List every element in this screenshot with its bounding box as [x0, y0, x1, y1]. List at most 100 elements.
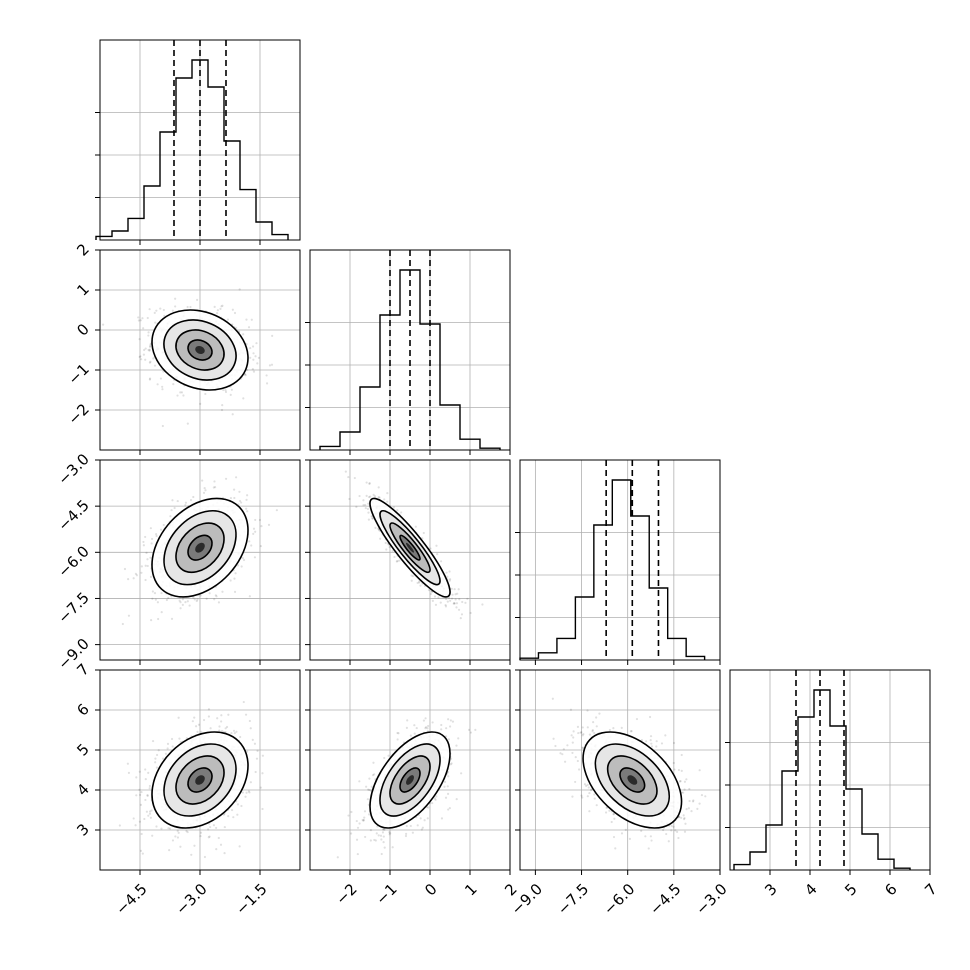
sample-point [371, 517, 374, 520]
panel-3-2 [515, 669, 721, 875]
sample-point [566, 744, 569, 747]
sample-point [372, 761, 375, 764]
sample-point [161, 757, 165, 760]
sample-point [244, 374, 247, 377]
sample-point [664, 734, 667, 737]
sample-point [257, 356, 261, 359]
sample-point [344, 470, 347, 473]
sample-point [144, 535, 147, 539]
sample-point [234, 572, 237, 575]
sample-point [161, 385, 164, 388]
sample-point [581, 746, 584, 749]
sample-point [249, 727, 252, 730]
density-2-0 [121, 476, 278, 626]
sample-point [154, 598, 157, 601]
panel-2-2 [515, 459, 721, 665]
sample-point [455, 744, 458, 747]
sample-point [155, 309, 158, 312]
sample-point [423, 819, 426, 822]
sample-point [455, 798, 458, 801]
sample-point [453, 588, 456, 591]
sample-point [372, 493, 375, 496]
sample-point [559, 752, 562, 755]
sample-point [144, 358, 147, 361]
sample-point [134, 572, 137, 575]
sample-point [151, 739, 155, 743]
sample-point [370, 785, 373, 788]
sample-point [238, 499, 242, 503]
sample-point [170, 509, 173, 512]
sample-point [431, 801, 434, 805]
sample-point [386, 492, 389, 495]
sample-point [258, 518, 262, 522]
sample-point [682, 818, 686, 821]
sample-point [381, 828, 385, 831]
sample-point [179, 845, 182, 848]
sample-point [166, 747, 169, 750]
sample-point [443, 780, 447, 783]
sample-point [682, 814, 685, 817]
sample-point [144, 564, 147, 567]
sample-point [386, 500, 389, 503]
sample-point [350, 832, 353, 835]
sample-point [229, 579, 232, 582]
sample-point [358, 780, 361, 783]
sample-point [245, 507, 248, 510]
sample-point [384, 541, 387, 545]
sample-point [434, 603, 438, 606]
sample-point [365, 481, 368, 484]
histogram-0 [95, 59, 289, 240]
sample-point [448, 578, 452, 581]
sample-point [456, 592, 459, 595]
sample-point [207, 828, 210, 831]
sample-point [227, 815, 230, 818]
sample-point [139, 319, 142, 322]
sample-point [388, 546, 391, 549]
sample-point [396, 731, 399, 735]
sample-point [435, 544, 438, 547]
sample-point [380, 852, 383, 856]
sample-point [419, 584, 422, 587]
sample-point [447, 808, 450, 811]
sample-point [170, 737, 174, 741]
sample-point [159, 377, 163, 380]
panel-frame [309, 249, 511, 451]
sample-point [153, 592, 157, 595]
sample-point [421, 826, 424, 829]
sample-point [165, 598, 168, 602]
sample-point [670, 824, 673, 828]
sample-point [436, 553, 439, 556]
sample-point [149, 556, 152, 559]
sample-point [251, 345, 255, 348]
sample-point [448, 806, 451, 810]
sample-point [248, 540, 251, 543]
sample-point [148, 377, 152, 380]
sample-point [457, 588, 460, 591]
sample-point [220, 408, 224, 412]
sample-point [214, 486, 217, 489]
sample-point [275, 509, 278, 512]
sample-point [400, 511, 403, 514]
sample-point [628, 837, 632, 840]
contour-4 [405, 542, 414, 553]
sample-point [260, 524, 263, 528]
sample-point [413, 732, 416, 735]
sample-point [371, 774, 375, 777]
sample-point [221, 404, 224, 407]
sample-point [189, 305, 192, 309]
sample-point [132, 577, 135, 580]
sample-point [678, 815, 681, 819]
sample-point [429, 547, 432, 550]
sample-point [138, 770, 141, 773]
sample-point [225, 725, 229, 729]
sample-point [246, 494, 249, 497]
sample-point [687, 807, 690, 810]
sample-point [230, 808, 234, 812]
sample-point [236, 564, 240, 567]
sample-point [178, 737, 181, 740]
sample-point [230, 732, 233, 735]
sample-point [405, 832, 408, 835]
sample-point [405, 726, 408, 729]
sample-point [193, 598, 196, 601]
sample-point [256, 749, 259, 752]
